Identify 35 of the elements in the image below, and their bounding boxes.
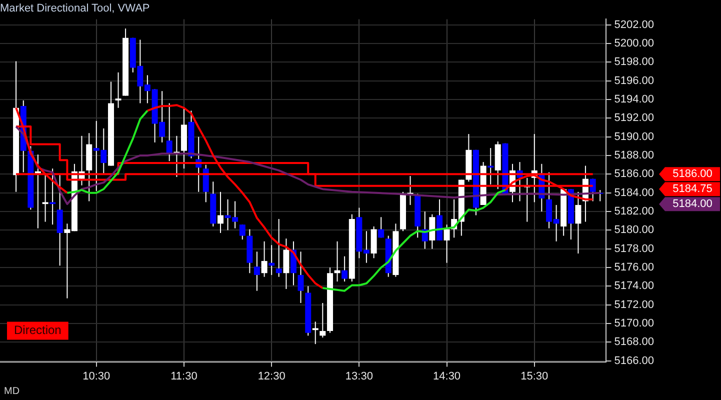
- y-tick-label: 5190.00: [614, 130, 654, 143]
- y-tick-label: 5186.00: [614, 168, 654, 180]
- candlestick: [312, 322, 318, 344]
- x-tick-label: 15:30: [520, 370, 548, 382]
- y-tick-label: 5194.00: [614, 94, 654, 106]
- x-tick-label: 14:30: [433, 370, 461, 382]
- candlestick: [334, 241, 340, 282]
- y-tick-label: 5196.00: [614, 74, 654, 87]
- y-tick-label: 5200.00: [614, 38, 654, 50]
- text: 5184.75: [672, 183, 712, 196]
- y-tick-label: 5188.00: [614, 150, 654, 162]
- y-tick-label: 5168.00: [614, 336, 654, 348]
- text: MD: [4, 386, 20, 397]
- y-tick-label: 5192.00: [614, 112, 654, 124]
- y-tick-label: 5184.00: [614, 186, 654, 199]
- y-tick-label: 5198.00: [614, 56, 654, 68]
- x-tick-label: 12:30: [258, 370, 286, 382]
- y-tick-label: 5178.00: [614, 242, 654, 255]
- text: 5184.00: [672, 198, 712, 210]
- y-tick-label: 5182.00: [614, 206, 654, 218]
- y-tick-label: 5180.00: [614, 224, 654, 236]
- y-tick-label: 5202.00: [614, 18, 654, 31]
- candlestick: [115, 72, 122, 108]
- y-tick-label: 5172.00: [614, 298, 654, 311]
- annotation: Direction: [14, 323, 62, 338]
- x-tick-label: 13:30: [345, 370, 373, 382]
- text: 5186.00: [672, 168, 712, 180]
- x-tick-label: 11:30: [170, 370, 198, 382]
- y-tick-label: 5170.00: [614, 318, 654, 330]
- y-tick-label: 5174.00: [614, 280, 654, 292]
- y-tick-label: 5166.00: [614, 354, 654, 367]
- y-tick-label: 5176.00: [614, 262, 654, 274]
- x-tick-label: 10:30: [82, 370, 110, 382]
- chart-title: Market Directional Tool, VWAP: [0, 2, 150, 15]
- candlestick: [42, 174, 48, 222]
